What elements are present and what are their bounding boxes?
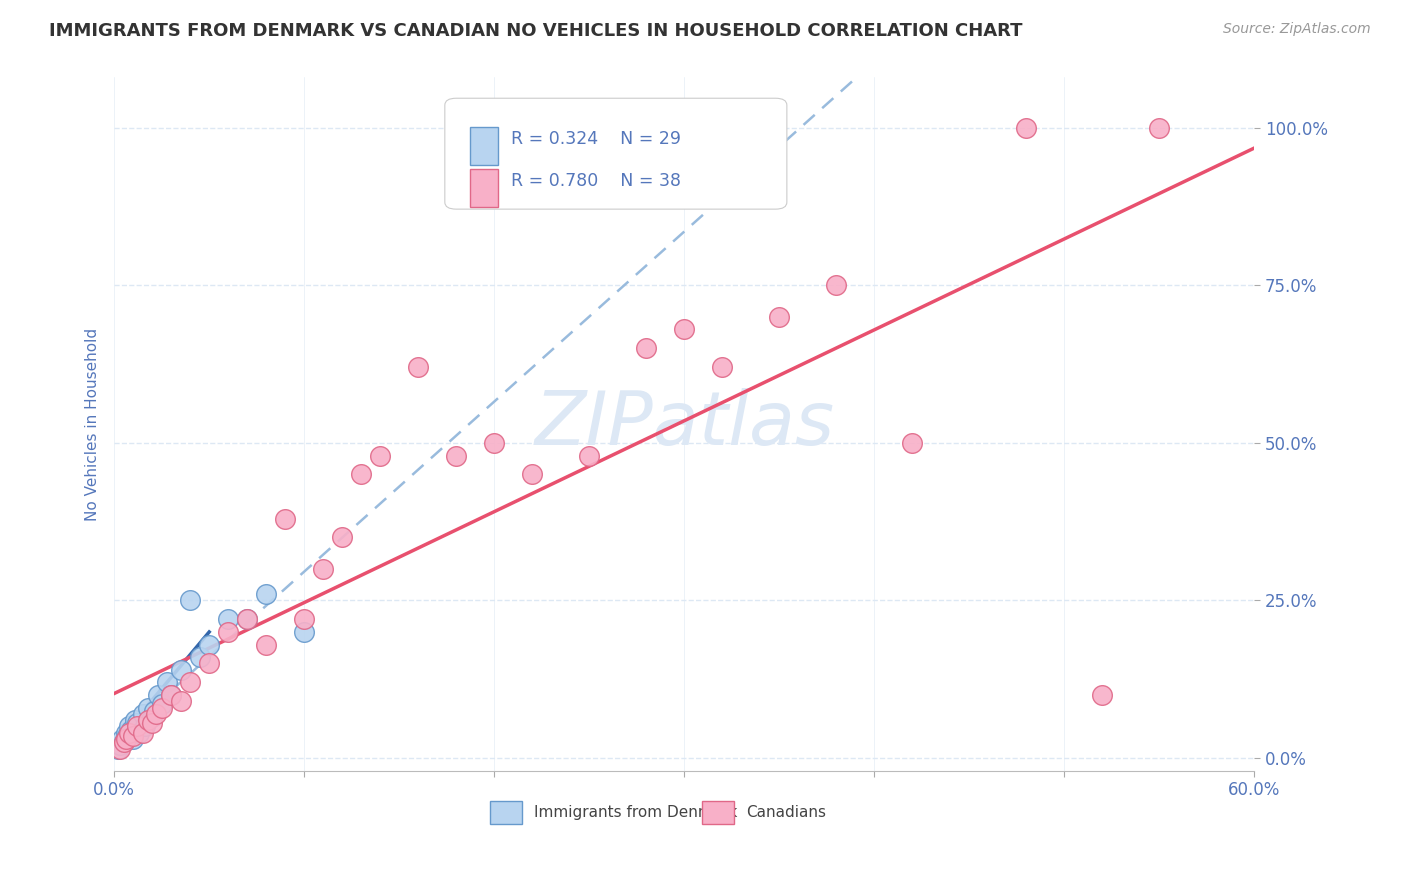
- Point: [150, 698, 173, 712]
- Point: [107, 741, 129, 756]
- Point: [122, 729, 145, 743]
- Point: [292, 612, 315, 626]
- Point: [825, 278, 848, 293]
- Point: [111, 732, 134, 747]
- Point: [138, 713, 160, 727]
- Text: Canadians: Canadians: [745, 805, 825, 820]
- Point: [134, 719, 156, 733]
- Point: [198, 657, 221, 671]
- Point: [170, 694, 193, 708]
- Point: [124, 713, 146, 727]
- Point: [143, 704, 166, 718]
- Point: [1149, 120, 1171, 135]
- Point: [673, 322, 696, 336]
- Point: [578, 449, 600, 463]
- Point: [406, 360, 429, 375]
- Point: [179, 675, 201, 690]
- Point: [179, 593, 201, 607]
- Point: [636, 342, 658, 356]
- Point: [146, 688, 169, 702]
- Point: [254, 587, 277, 601]
- Point: [156, 675, 179, 690]
- Point: [292, 624, 315, 639]
- Bar: [470, 169, 498, 207]
- Point: [114, 732, 136, 747]
- Point: [118, 719, 141, 733]
- Point: [114, 726, 136, 740]
- Point: [1015, 120, 1038, 135]
- Point: [120, 723, 142, 737]
- Point: [108, 741, 131, 756]
- Point: [350, 467, 373, 482]
- Point: [236, 612, 259, 626]
- Point: [112, 735, 135, 749]
- Point: [160, 688, 183, 702]
- Point: [125, 719, 148, 733]
- Point: [131, 706, 153, 721]
- Text: R = 0.780    N = 38: R = 0.780 N = 38: [510, 172, 681, 190]
- FancyBboxPatch shape: [444, 98, 787, 209]
- Bar: [470, 127, 498, 165]
- Point: [117, 729, 139, 743]
- Bar: [491, 801, 523, 824]
- Text: R = 0.324    N = 29: R = 0.324 N = 29: [510, 130, 681, 148]
- Point: [330, 531, 353, 545]
- Text: IMMIGRANTS FROM DENMARK VS CANADIAN NO VEHICLES IN HOUSEHOLD CORRELATION CHART: IMMIGRANTS FROM DENMARK VS CANADIAN NO V…: [49, 22, 1022, 40]
- Point: [112, 735, 135, 749]
- Point: [198, 638, 221, 652]
- Point: [160, 688, 183, 702]
- Point: [188, 650, 211, 665]
- Point: [145, 706, 167, 721]
- Bar: [703, 801, 734, 824]
- Point: [141, 710, 163, 724]
- Point: [522, 467, 544, 482]
- Point: [170, 663, 193, 677]
- Point: [217, 624, 239, 639]
- Point: [444, 449, 467, 463]
- Point: [901, 436, 924, 450]
- Point: [312, 562, 335, 576]
- Text: Immigrants from Denmark: Immigrants from Denmark: [534, 805, 737, 820]
- Point: [150, 700, 173, 714]
- Point: [484, 436, 506, 450]
- Text: Source: ZipAtlas.com: Source: ZipAtlas.com: [1223, 22, 1371, 37]
- Point: [141, 716, 163, 731]
- Point: [108, 739, 131, 753]
- Point: [711, 360, 734, 375]
- Point: [1091, 688, 1114, 702]
- Point: [236, 612, 259, 626]
- Point: [217, 612, 239, 626]
- Point: [368, 449, 391, 463]
- Point: [128, 726, 150, 740]
- Point: [118, 726, 141, 740]
- Point: [254, 638, 277, 652]
- Point: [131, 726, 153, 740]
- Point: [138, 700, 160, 714]
- Point: [122, 732, 145, 747]
- Text: ZIPatlas: ZIPatlas: [534, 388, 834, 460]
- Point: [768, 310, 790, 324]
- Point: [274, 511, 297, 525]
- Y-axis label: No Vehicles in Household: No Vehicles in Household: [86, 327, 100, 521]
- Point: [125, 716, 148, 731]
